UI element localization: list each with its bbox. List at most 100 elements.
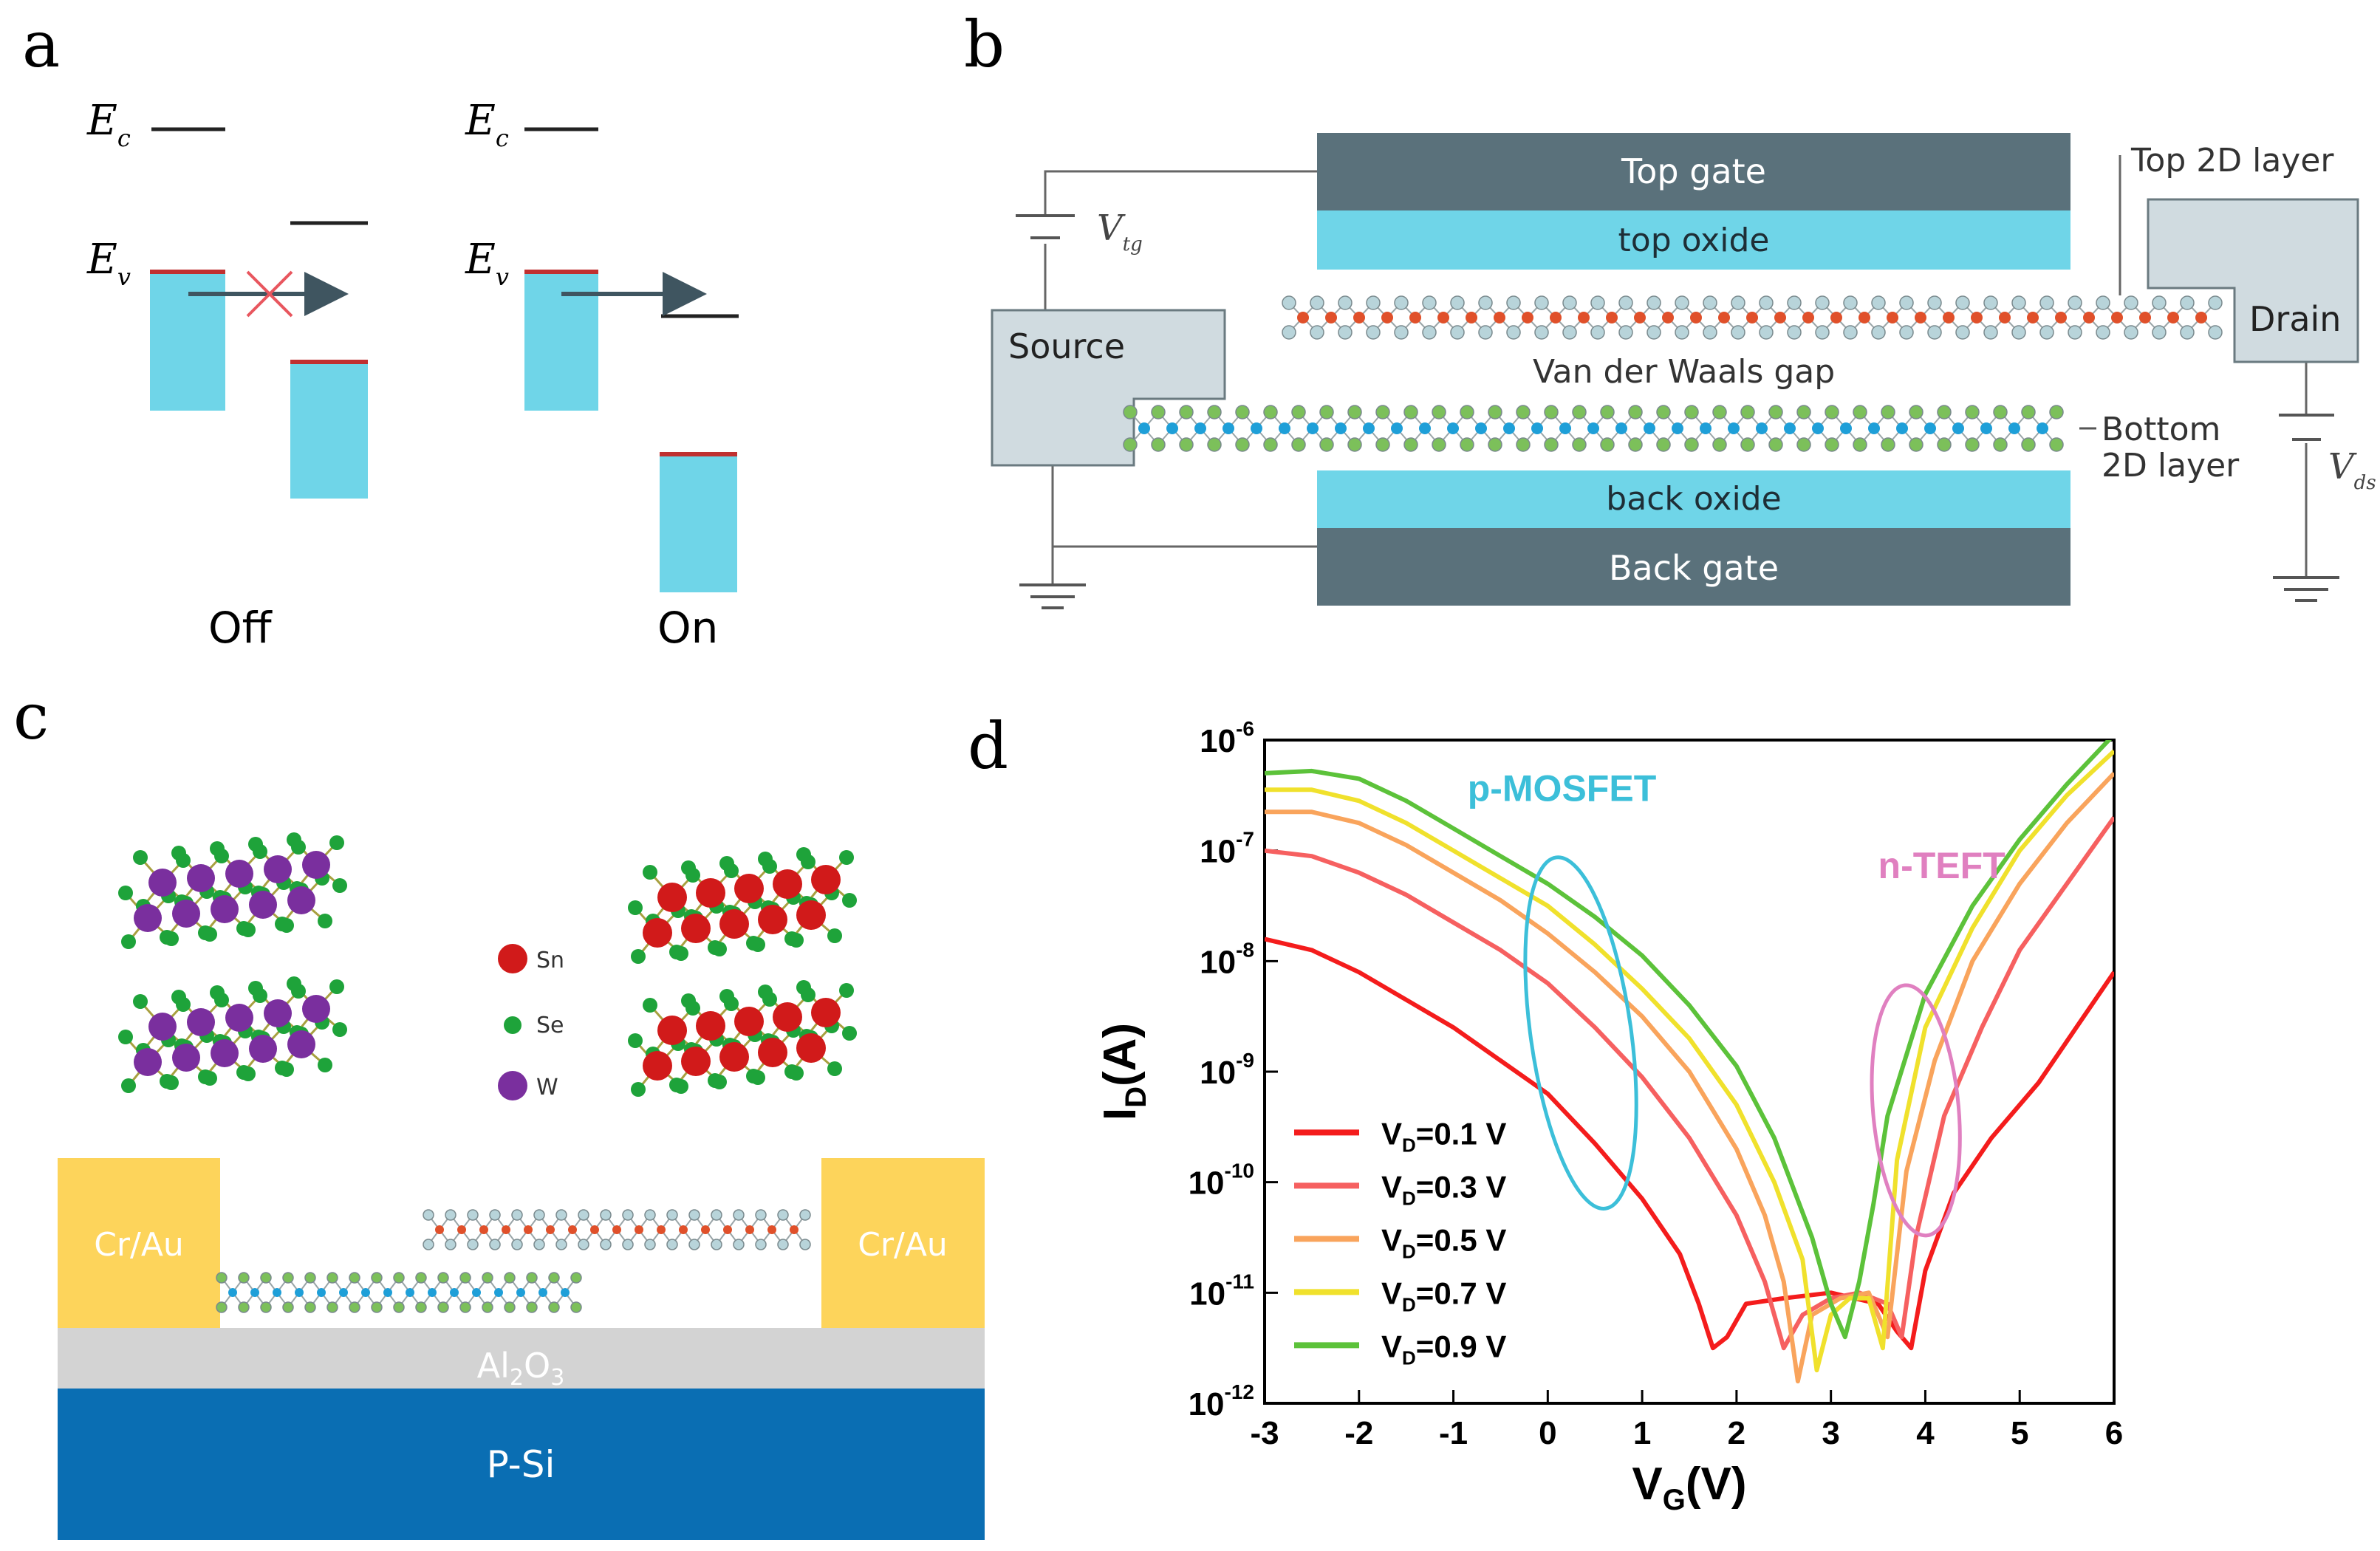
se-atom: [160, 1074, 174, 1089]
bottom-layer-metal-atom: [1251, 422, 1262, 434]
top-layer-metal-atom: [1718, 312, 1730, 323]
bottom-layer-chalcogen-atom: [1263, 437, 1278, 452]
snse2-crystal-upper-atom: [696, 878, 725, 908]
top-layer-chalcogen-atom: [1366, 325, 1381, 340]
top-layer-chalcogen-atom: [1955, 325, 1970, 340]
snse2-crystal-lower-atom: [811, 998, 841, 1027]
snse2-metal-atom: [524, 1225, 533, 1234]
top-layer-chalcogen-atom: [1618, 295, 1633, 310]
wse2-metal-atom: [538, 1288, 547, 1297]
bottom-layer-metal-atom: [1138, 422, 1150, 434]
wse2-chalcogen-atom: [526, 1272, 538, 1284]
snse2-crystal-lower-atom: [657, 1016, 687, 1045]
panel-a-letter: a: [22, 8, 60, 82]
wse2-metal-atom: [406, 1288, 414, 1297]
snse2-chalcogen-atom: [511, 1209, 523, 1221]
top-gate-label: Top gate: [1621, 151, 1766, 191]
x-tick-label: 3: [1822, 1415, 1839, 1451]
top-layer-metal-atom: [1494, 312, 1505, 323]
snse2-chalcogen-atom: [688, 1209, 700, 1221]
bottom-layer-chalcogen-atom: [1375, 405, 1390, 420]
wse2-channel-layer: [216, 1272, 582, 1313]
bottom-layer-chalcogen-atom: [2049, 437, 2064, 452]
top-layer-metal-atom: [1606, 312, 1618, 323]
wse2-chalcogen-atom: [504, 1301, 516, 1313]
on-valence-band-right: [660, 454, 737, 592]
se-atom: [318, 1058, 332, 1072]
series-line-2: [1265, 816, 2114, 1351]
vds-label: Vds: [2328, 446, 2376, 494]
se-atom: [681, 993, 696, 1008]
snse2-chalcogen-atom: [555, 1209, 567, 1221]
wse2-chalcogen-atom: [459, 1272, 471, 1284]
cr-au-right-label: Cr/Au: [858, 1226, 948, 1264]
se-atom: [332, 1022, 347, 1037]
top-layer-chalcogen-atom: [1422, 295, 1437, 310]
top-layer-chalcogen-atom: [1310, 325, 1324, 340]
vtg-label: Vtg: [1097, 208, 1143, 256]
top-layer-metal-atom: [1830, 312, 1842, 323]
top-layer-chalcogen-atom: [1618, 325, 1633, 340]
top-layer-metal-atom: [1802, 312, 1814, 323]
snse2-chalcogen-atom: [644, 1209, 656, 1221]
panel-a: a Ec Ev Off Ec Ev On: [22, 8, 739, 653]
bottom-layer-chalcogen-atom: [1403, 405, 1418, 420]
bottom-layer-chalcogen-atom: [1432, 405, 1446, 420]
transfer-curve-chart: -3 -2 -1 0 1 2 3 4 5 6 10-12 10-11 10-10 10-9 10-8 10-7…: [1095, 717, 2123, 1516]
se-atom: [839, 850, 854, 865]
se-atom: [198, 1069, 213, 1084]
top-layer-chalcogen-atom: [2152, 325, 2167, 340]
legend-sn: Sn: [536, 948, 564, 973]
top-layer-chalcogen-atom: [2180, 325, 2195, 340]
wse2-crystal-upper: [118, 832, 347, 949]
snse2-chalcogen-atom: [755, 1209, 767, 1221]
top-gate: [1317, 133, 2070, 210]
top-layer-metal-atom: [1774, 312, 1786, 323]
wse2-crystal-upper-atom: [134, 904, 162, 932]
snse2-chalcogen-atom: [711, 1239, 722, 1250]
off-ec-label: Ec: [86, 97, 131, 152]
bottom-layer-metal-atom: [1419, 422, 1431, 434]
x-tick-label: 0: [1539, 1415, 1556, 1451]
bottom-layer-chalcogen-atom: [1207, 405, 1222, 420]
top-layer-chalcogen-atom: [1478, 295, 1493, 310]
bottom-layer-chalcogen-atom: [1684, 437, 1699, 452]
bottom-layer-chalcogen-atom: [1937, 437, 1952, 452]
snse2-crystal-upper-atom: [643, 918, 672, 948]
wse2-chalcogen-atom: [371, 1272, 383, 1284]
top-layer-chalcogen-atom: [1366, 295, 1381, 310]
bottom-layer-metal-atom: [1447, 422, 1459, 434]
se-atom: [784, 1064, 799, 1079]
snse2-crystal-upper-atom: [734, 874, 764, 903]
snse2-crystal-lower-atom: [643, 1051, 672, 1081]
wse2-chalcogen-atom: [482, 1301, 493, 1313]
snse2-metal-atom: [745, 1225, 754, 1234]
se-atom: [746, 936, 761, 951]
bottom-layer-chalcogen-atom: [1179, 405, 1194, 420]
bottom-layer-chalcogen-atom: [1151, 405, 1166, 420]
bottom-layer-metal-atom: [1307, 422, 1319, 434]
se-atom: [631, 949, 646, 964]
wse2-crystal-upper-atom: [287, 886, 315, 914]
bottom-layer-chalcogen-atom: [1937, 405, 1952, 420]
snse2-crystal-lower: [628, 980, 857, 1097]
bottom-layer-chalcogen-atom: [1375, 437, 1390, 452]
top-layer-chalcogen-atom: [2096, 295, 2110, 310]
bottom-layer-metal-atom: [1559, 422, 1571, 434]
top-layer-metal-atom: [2167, 312, 2179, 323]
y-tick-label: 10-6: [1200, 717, 1254, 759]
top-layer-metal-atom: [1325, 312, 1337, 323]
bottom-layer-chalcogen-atom: [1544, 437, 1559, 452]
se-atom: [842, 1026, 857, 1041]
series-line-3: [1265, 771, 2114, 1384]
snse2-metal-atom: [635, 1225, 643, 1234]
top-layer-metal-atom: [2111, 312, 2123, 323]
wse2-chalcogen-atom: [304, 1301, 316, 1313]
snse2-metal-atom: [568, 1225, 577, 1234]
bottom-layer-chalcogen-atom: [1993, 405, 2008, 420]
bottom-layer-chalcogen-atom: [1853, 405, 1867, 420]
y-tick-label: 10-12: [1189, 1380, 1254, 1422]
se-atom: [171, 846, 186, 860]
snse2-crystal-lower-atom: [696, 1011, 725, 1041]
off-block-cross: [246, 270, 293, 318]
